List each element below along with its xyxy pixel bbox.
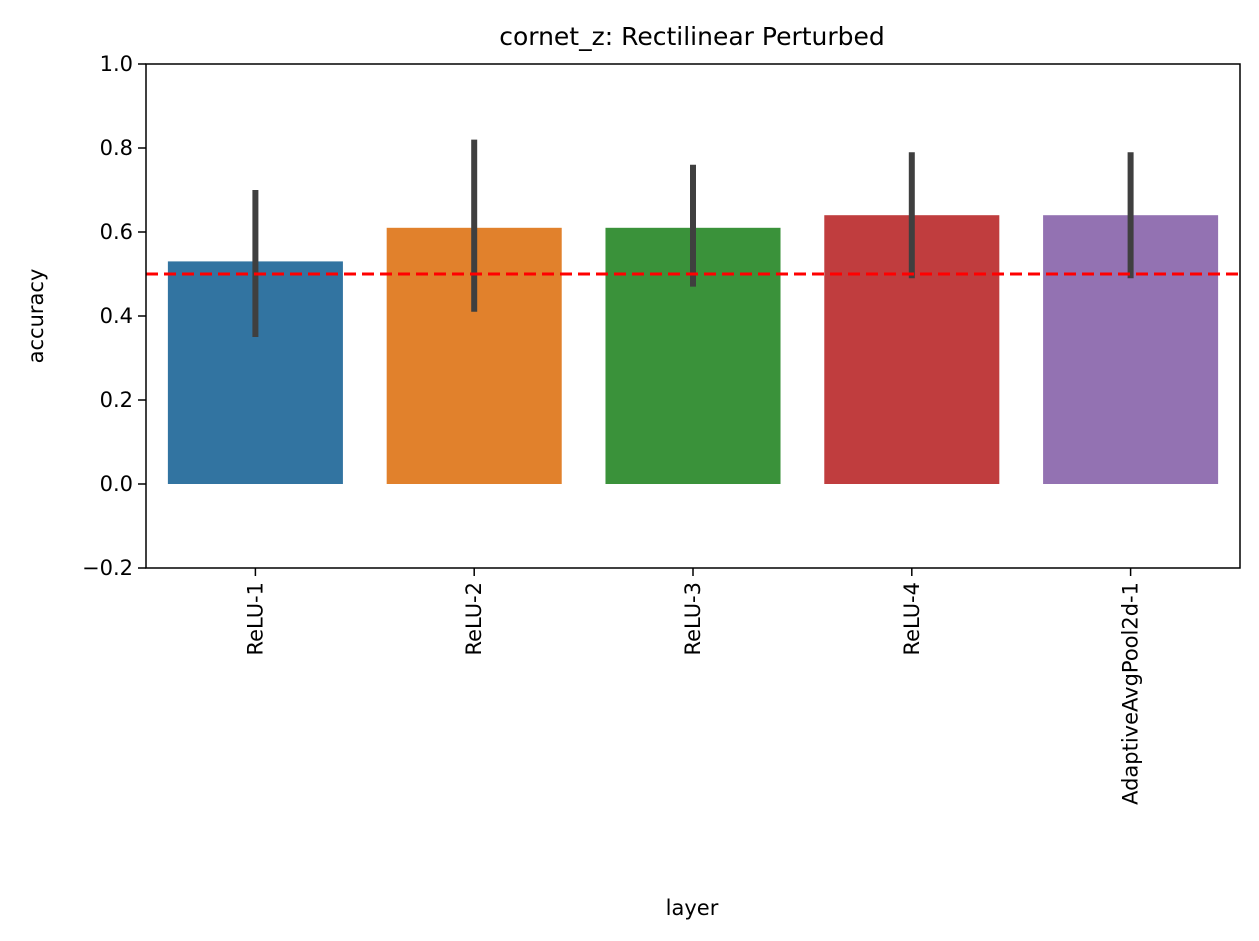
- y-tick-label: 0.2: [100, 388, 133, 412]
- chart-title: cornet_z: Rectilinear Perturbed: [499, 22, 885, 51]
- y-tick-label: 0.4: [100, 304, 133, 328]
- x-tick-label: ReLU-3: [681, 582, 705, 656]
- y-tick-label: −0.2: [82, 556, 133, 580]
- x-axis-label: layer: [666, 896, 719, 920]
- y-axis: −0.2 0.0 0.2 0.4 0.6 0.8 1.0: [82, 52, 146, 580]
- y-axis-label: accuracy: [24, 269, 48, 364]
- y-tick-label: 0.6: [100, 220, 133, 244]
- error-bars-layer: [252, 139, 1134, 337]
- x-tick-label: ReLU-1: [243, 582, 267, 656]
- x-axis: ReLU-1 ReLU-2 ReLU-3 ReLU-4 AdaptiveAvgPool2…: [243, 568, 1143, 805]
- x-tick-label: AdaptiveAvgPool2d-1: [1119, 582, 1143, 805]
- y-tick-label: 0.8: [100, 136, 133, 160]
- y-tick-label: 1.0: [100, 52, 133, 76]
- x-tick-label: ReLU-2: [462, 582, 486, 656]
- x-tick-label: ReLU-4: [900, 582, 924, 656]
- y-tick-label: 0.0: [100, 472, 133, 496]
